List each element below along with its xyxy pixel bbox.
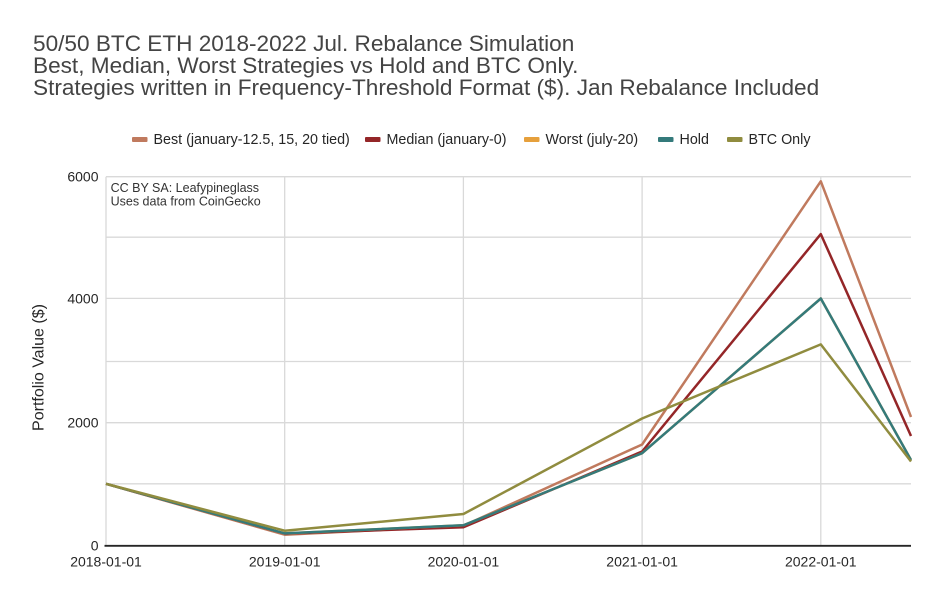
svg-text:Best, Median, Worst Strategies: Best, Median, Worst Strategies vs Hold a… (33, 53, 578, 78)
svg-text:0: 0 (91, 537, 99, 553)
svg-text:4000: 4000 (67, 290, 98, 306)
svg-text:2000: 2000 (67, 415, 98, 431)
svg-text:Uses data from CoinGecko: Uses data from CoinGecko (111, 194, 261, 208)
svg-text:Portfolio Value ($): Portfolio Value ($) (31, 304, 48, 431)
svg-text:2022-01-01: 2022-01-01 (785, 554, 857, 570)
svg-text:2021-01-01: 2021-01-01 (606, 554, 678, 570)
svg-text:Median (january-0): Median (january-0) (387, 132, 507, 148)
svg-text:6000: 6000 (67, 169, 98, 185)
svg-text:Worst (july-20): Worst (july-20) (546, 132, 639, 148)
svg-text:2020-01-01: 2020-01-01 (428, 554, 500, 570)
svg-text:2019-01-01: 2019-01-01 (249, 554, 321, 570)
svg-text:Hold: Hold (680, 132, 709, 148)
svg-text:Best (january-12.5, 15, 20 tie: Best (january-12.5, 15, 20 tied) (154, 132, 350, 148)
svg-text:2018-01-01: 2018-01-01 (70, 554, 142, 570)
svg-text:CC BY SA: Leafypineglass: CC BY SA: Leafypineglass (111, 181, 259, 195)
svg-text:BTC Only: BTC Only (749, 132, 812, 148)
svg-text:Strategies written in Frequenc: Strategies written in Frequency-Threshol… (33, 75, 819, 100)
svg-text:50/50 BTC ETH 2018-2022 Jul. R: 50/50 BTC ETH 2018-2022 Jul. Rebalance S… (33, 31, 574, 56)
